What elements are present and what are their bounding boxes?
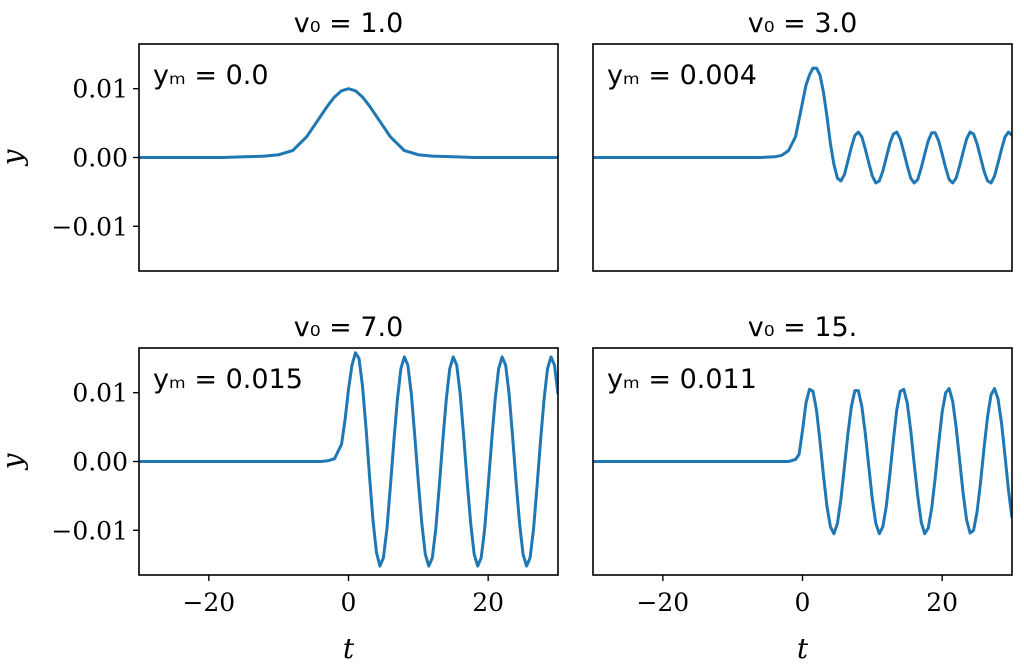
series-line-2-1 xyxy=(593,66,1012,185)
x-tick-label-4-2: 0 xyxy=(795,588,811,617)
x-tick-label-3-1: −20 xyxy=(182,588,235,617)
y-tick-label-3-1: 0.01 xyxy=(72,379,128,408)
chart-title-2: v₀ = 3.0 xyxy=(748,8,858,39)
annotation-1: yₘ = 0.0 xyxy=(153,60,269,91)
y-tick-label-1-3: −0.01 xyxy=(51,212,128,241)
y-tick-label-3-2: 0.00 xyxy=(72,448,128,477)
chart-title-3: v₀ = 7.0 xyxy=(294,312,404,343)
y-axis-label-1: y xyxy=(0,148,29,167)
y-axis-label-3: y xyxy=(0,452,29,471)
y-tick-label-1-1: 0.01 xyxy=(72,75,128,104)
series-line-1-1 xyxy=(139,87,558,159)
chart-title-4: v₀ = 15. xyxy=(748,312,858,343)
x-tick-label-4-3: 20 xyxy=(926,588,958,617)
x-axis-label-4: t xyxy=(797,632,809,665)
series-line-4-1 xyxy=(593,387,1012,536)
x-axis-label-3: t xyxy=(343,632,355,665)
x-tick-label-4-1: −20 xyxy=(636,588,689,617)
y-tick-label-3-3: −0.01 xyxy=(51,516,128,545)
series-line-3-1 xyxy=(139,351,558,568)
annotation-4: yₘ = 0.011 xyxy=(607,364,757,395)
annotation-2: yₘ = 0.004 xyxy=(607,60,757,91)
y-tick-label-1-2: 0.00 xyxy=(72,144,128,173)
chart-title-1: v₀ = 1.0 xyxy=(294,8,404,39)
x-tick-label-3-2: 0 xyxy=(341,588,357,617)
annotation-3: yₘ = 0.015 xyxy=(153,364,303,395)
x-tick-label-3-3: 20 xyxy=(472,588,504,617)
axes-frame-2 xyxy=(592,43,1013,272)
